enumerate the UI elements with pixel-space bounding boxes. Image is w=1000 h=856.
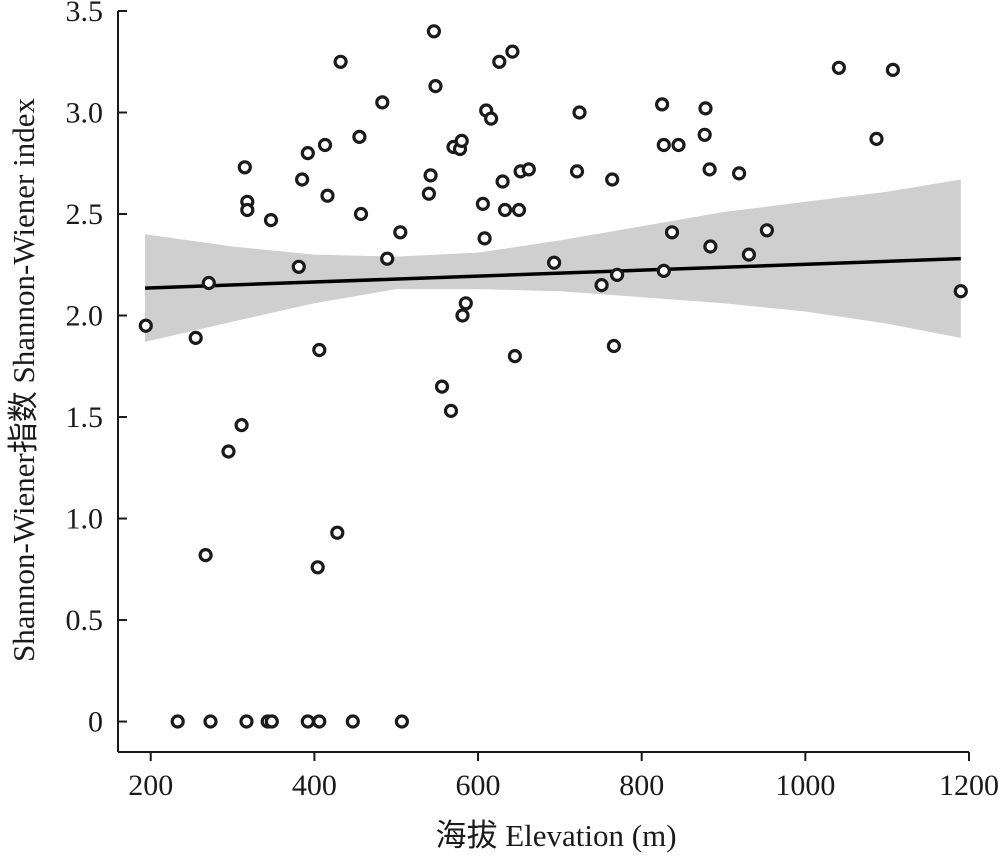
data-point xyxy=(234,418,249,433)
data-point xyxy=(569,164,585,179)
data-point xyxy=(423,168,438,183)
data-point xyxy=(521,162,536,177)
data-point xyxy=(671,137,686,153)
data-point xyxy=(353,206,369,222)
data-point xyxy=(731,166,747,181)
data-point xyxy=(264,714,279,729)
data-point xyxy=(380,251,395,266)
data-point xyxy=(352,129,367,144)
y-tick-label: 0.5 xyxy=(66,604,104,637)
data-point xyxy=(188,330,203,345)
data-point xyxy=(170,714,185,729)
y-tick-label: 2.5 xyxy=(66,198,104,231)
x-axis-title: 海拔 Elevation (m) xyxy=(435,818,676,853)
regression-line-layer xyxy=(144,256,961,290)
data-point xyxy=(454,133,469,148)
data-point xyxy=(201,275,216,291)
data-point xyxy=(237,160,252,175)
data-point xyxy=(240,202,255,218)
y-axis-title: Shannon-Wiener指数 Shannon-Wiener index xyxy=(6,98,41,662)
data-point xyxy=(507,349,523,364)
data-point xyxy=(428,78,443,94)
data-point xyxy=(546,255,562,270)
data-point xyxy=(703,239,718,254)
data-point xyxy=(697,127,712,142)
data-point xyxy=(702,162,717,177)
y-tick-label: 2.0 xyxy=(66,300,104,333)
data-point xyxy=(741,247,757,262)
data-point xyxy=(495,174,510,189)
data-point xyxy=(656,263,671,278)
data-point xyxy=(572,105,587,120)
data-point xyxy=(310,560,325,575)
data-point xyxy=(345,714,360,729)
data-point xyxy=(320,188,335,203)
y-tick-label: 0 xyxy=(88,706,103,739)
data-point xyxy=(443,403,459,418)
data-point xyxy=(664,225,680,240)
x-tick-label: 800 xyxy=(619,769,664,802)
data-point xyxy=(239,714,254,729)
data-point xyxy=(492,54,507,69)
data-point xyxy=(455,308,470,323)
data-point xyxy=(312,342,327,358)
x-tick-label: 200 xyxy=(128,769,173,802)
y-tick-label: 3.0 xyxy=(66,97,104,130)
data-point xyxy=(885,62,901,78)
data-point xyxy=(317,137,333,153)
x-tick-label: 1000 xyxy=(775,769,835,802)
x-tick-label: 1200 xyxy=(939,769,999,802)
y-tick-label: 1.5 xyxy=(66,401,104,434)
data-point xyxy=(475,196,490,211)
data-point xyxy=(609,267,625,282)
data-point xyxy=(759,223,775,238)
data-point xyxy=(594,278,609,293)
data-point xyxy=(654,97,670,112)
data-point xyxy=(138,318,153,333)
data-point xyxy=(198,547,213,563)
data-point xyxy=(300,146,315,161)
y-tick-labels: 0 0.5 1.0 1.5 2.0 2.5 3.0 3.5 xyxy=(66,0,104,739)
data-point xyxy=(511,202,527,218)
x-tick-label: 400 xyxy=(292,769,337,802)
data-point xyxy=(477,231,492,246)
data-point xyxy=(393,225,408,240)
data-point xyxy=(484,111,499,126)
regression-line xyxy=(144,256,961,290)
data-point xyxy=(698,101,713,116)
data-point xyxy=(421,186,436,201)
data-point xyxy=(434,379,450,394)
data-points-layer xyxy=(138,24,968,729)
y-tick-label: 3.5 xyxy=(66,0,104,28)
data-point xyxy=(458,296,473,311)
data-point xyxy=(221,444,236,459)
x-tick-label: 600 xyxy=(456,769,501,802)
data-point xyxy=(497,202,513,218)
data-point xyxy=(295,172,310,187)
x-tick-labels: 200 400 600 800 1000 1200 xyxy=(128,769,999,802)
data-point xyxy=(291,259,306,274)
data-point xyxy=(606,338,622,354)
data-point xyxy=(394,714,409,729)
data-point xyxy=(505,44,520,59)
data-point xyxy=(953,284,968,299)
data-point xyxy=(333,54,348,69)
data-point xyxy=(831,60,847,75)
data-point xyxy=(312,714,327,729)
data-point xyxy=(203,714,218,729)
data-point xyxy=(869,131,884,146)
data-point xyxy=(300,714,315,729)
data-point xyxy=(656,137,671,153)
y-tick-label: 1.0 xyxy=(66,503,104,536)
data-point xyxy=(375,95,390,110)
data-point xyxy=(330,525,345,540)
data-point xyxy=(605,172,620,187)
data-point xyxy=(426,24,441,39)
axes-layer xyxy=(117,10,970,761)
data-point xyxy=(263,213,279,228)
